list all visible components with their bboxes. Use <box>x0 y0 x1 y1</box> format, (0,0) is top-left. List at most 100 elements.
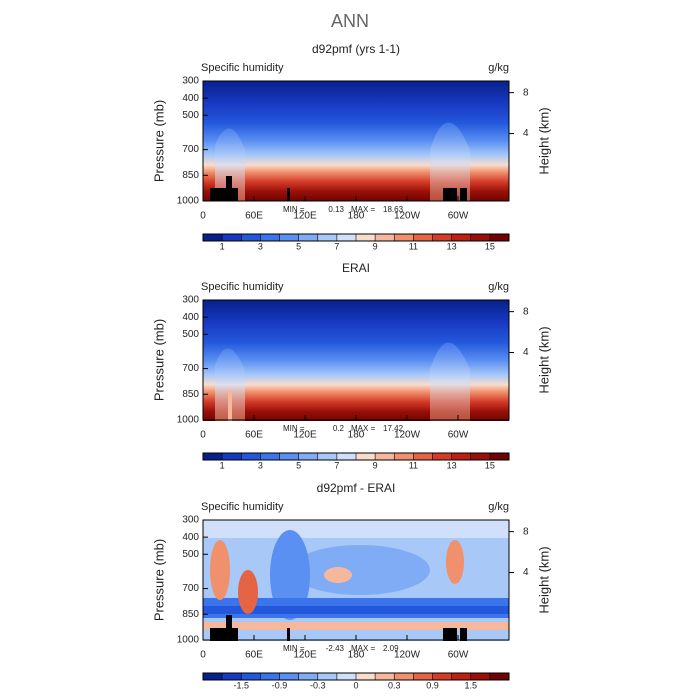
max-label: MAX = <box>351 205 376 214</box>
colorbar-box <box>203 673 223 680</box>
colorbar-label: 0.9 <box>426 680 439 690</box>
colorbar-box <box>298 673 318 680</box>
colorbar-box <box>394 673 414 680</box>
colorbar-box <box>222 453 242 460</box>
colorbar-box <box>413 453 433 460</box>
panel-title: d92pmf (yrs 1-1) <box>312 42 400 56</box>
x-tick-label: 60W <box>448 211 469 222</box>
colorbar-box <box>375 234 395 241</box>
x-tick-label: 180 <box>348 430 365 441</box>
colorbar-box <box>298 234 318 241</box>
y-tick-label: 500 <box>182 329 199 340</box>
x-tick-label: 60W <box>448 650 469 661</box>
colorbar-box <box>336 234 356 241</box>
colorbar-box <box>203 453 223 460</box>
colorbar-frame <box>202 452 510 461</box>
panel-title: d92pmf - ERAI <box>317 481 396 495</box>
colorbar-box <box>489 673 509 680</box>
colorbar-box <box>356 673 376 680</box>
max-value: 2.09 <box>383 644 399 653</box>
colorbar-box <box>279 453 299 460</box>
colorbar-box <box>260 234 280 241</box>
colorbar-box <box>432 673 452 680</box>
colorbar-label: 5 <box>296 460 301 470</box>
colorbar-label: 0.3 <box>388 680 401 690</box>
right-string: g/kg <box>488 62 509 74</box>
colorbar-label: 13 <box>447 460 457 470</box>
left-string: Specific humidity <box>201 501 284 513</box>
x-tick-label: 120W <box>394 650 421 661</box>
max-label: MAX = <box>351 644 376 653</box>
colorbar-label: 0 <box>353 680 358 690</box>
y-tick-label: 300 <box>182 295 199 306</box>
colorbar-box <box>470 453 490 460</box>
colorbar-frame <box>202 233 510 242</box>
y-tick-label: 850 <box>182 170 199 181</box>
min-label: MIN = <box>283 644 305 653</box>
colorbar-label: 3 <box>258 241 263 251</box>
min-value: 0.2 <box>333 424 345 433</box>
colorbar-label: 15 <box>485 460 495 470</box>
x-tick-label: 120W <box>394 211 421 222</box>
y-tick-label: 400 <box>182 93 199 104</box>
colorbar-box <box>413 234 433 241</box>
x-tick-label: 120E <box>293 430 317 441</box>
colorbar-label: -1.5 <box>233 680 249 690</box>
colorbar-box <box>489 453 509 460</box>
right-string: g/kg <box>488 281 509 293</box>
colorbar-box <box>203 234 223 241</box>
colorbar-box <box>489 234 509 241</box>
figure-title: ANN <box>331 11 369 31</box>
colorbar-label: 9 <box>373 460 378 470</box>
colorbar-box <box>222 673 242 680</box>
colorbar-label: 13 <box>447 241 457 251</box>
x-tick-label: 60E <box>245 430 263 441</box>
colorbar-box <box>279 234 299 241</box>
max-label: MAX = <box>351 424 376 433</box>
colorbar-label: 3 <box>258 460 263 470</box>
y-tick-label: 500 <box>182 549 199 560</box>
x-tick-label: 0 <box>200 211 206 222</box>
y-tick-label: 850 <box>182 609 199 620</box>
colorbar-box <box>317 234 337 241</box>
left-string: Specific humidity <box>201 62 284 74</box>
y2-axis-label: Height (km) <box>536 546 551 613</box>
y2-tick-label: 4 <box>523 567 529 578</box>
x-tick-label: 180 <box>348 650 365 661</box>
y-axis-label: Pressure (mb) <box>151 100 166 182</box>
y-tick-label: 1000 <box>177 415 200 426</box>
colorbar-frame <box>202 672 510 681</box>
y-tick-label: 400 <box>182 312 199 323</box>
x-tick-label: 120W <box>394 430 421 441</box>
colorbar-box <box>451 453 471 460</box>
max-value: 17.42 <box>383 424 404 433</box>
y2-tick-label: 8 <box>523 526 529 537</box>
y-tick-label: 850 <box>182 389 199 400</box>
colorbar-box <box>336 673 356 680</box>
colorbar-box <box>451 234 471 241</box>
y-tick-label: 700 <box>182 144 199 155</box>
colorbar-box <box>241 673 261 680</box>
colorbar-box <box>394 453 414 460</box>
colorbar-label: 11 <box>409 241 418 251</box>
colorbar-box <box>241 453 261 460</box>
colorbar-box <box>241 234 261 241</box>
y2-tick-label: 8 <box>523 306 529 317</box>
y-tick-label: 700 <box>182 363 199 374</box>
colorbar-label: 5 <box>296 241 301 251</box>
min-value: -2.43 <box>326 644 345 653</box>
colorbar-box <box>356 234 376 241</box>
colorbar-box <box>279 673 299 680</box>
y-tick-label: 400 <box>182 532 199 543</box>
contour-field <box>203 81 509 201</box>
y-tick-label: 300 <box>182 76 199 87</box>
colorbar-box <box>356 453 376 460</box>
colorbar-box <box>317 673 337 680</box>
colorbar-label: 9 <box>373 241 378 251</box>
y-tick-label: 700 <box>182 583 199 594</box>
contour-field <box>203 300 509 421</box>
colorbar-box <box>317 453 337 460</box>
x-tick-label: 180 <box>348 211 365 222</box>
max-value: 18.63 <box>383 205 404 214</box>
